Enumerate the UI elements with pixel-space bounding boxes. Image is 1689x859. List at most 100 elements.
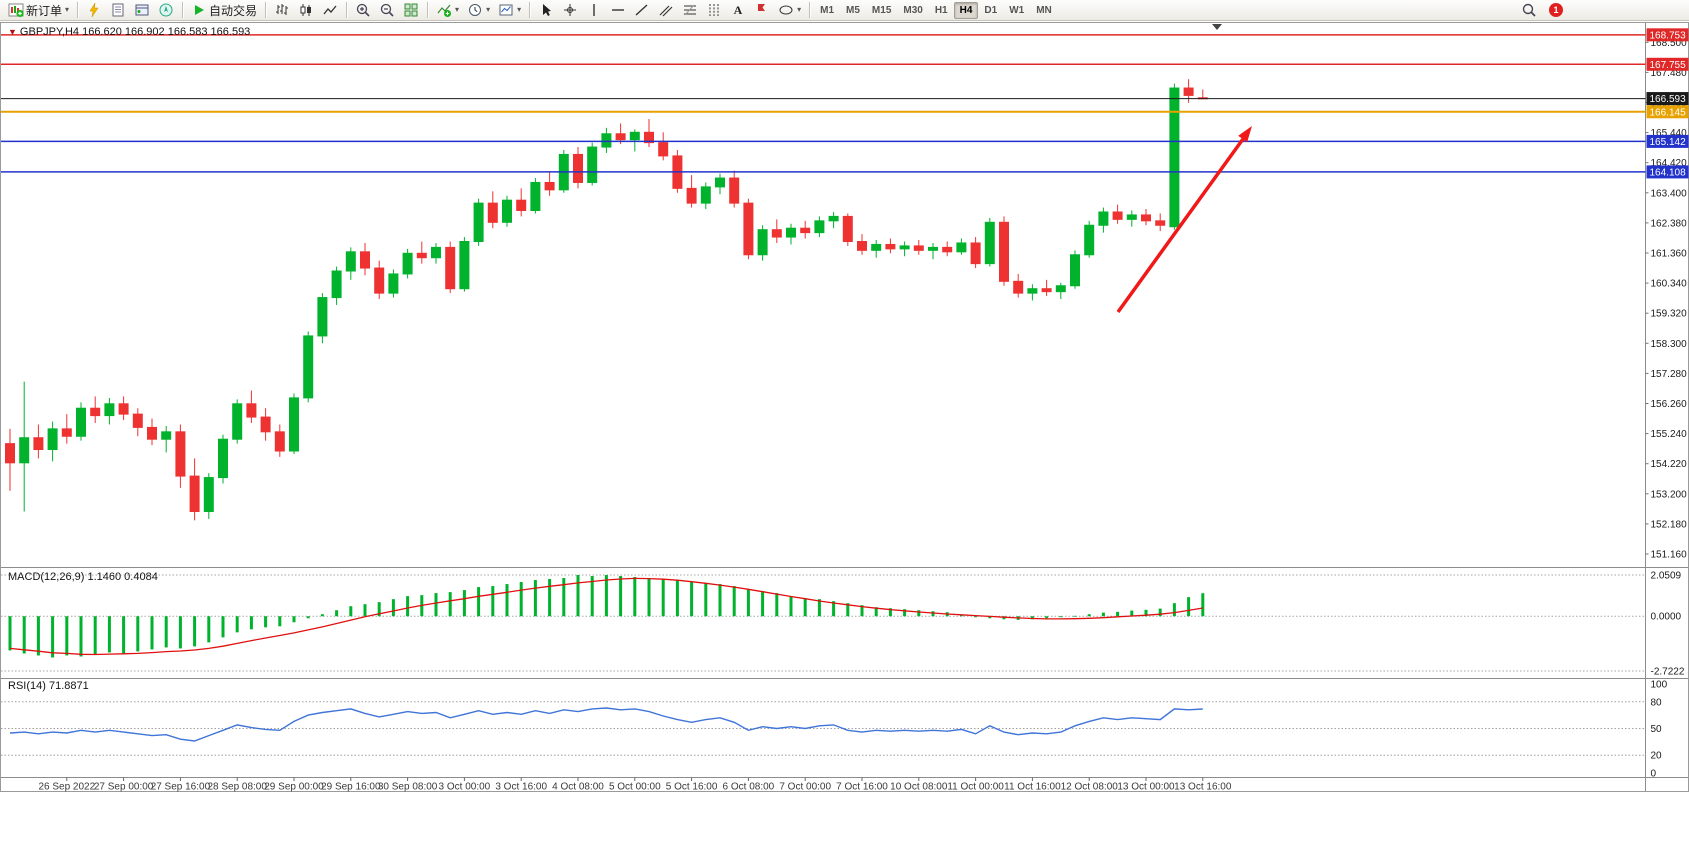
zoom-out-button[interactable] bbox=[375, 1, 399, 20]
trend-arrow[interactable] bbox=[1116, 126, 1252, 314]
tile-windows-button[interactable] bbox=[399, 1, 423, 20]
svg-text:0: 0 bbox=[1651, 769, 1657, 780]
arrow-label-button[interactable] bbox=[750, 1, 774, 20]
crosshair-icon bbox=[564, 4, 577, 16]
printer-button[interactable] bbox=[106, 1, 130, 20]
arrow-head-icon bbox=[1238, 126, 1252, 143]
lightning-button[interactable] bbox=[82, 1, 106, 20]
auto-trading-button[interactable]: 自动交易 bbox=[187, 1, 261, 20]
new-order-icon bbox=[8, 3, 24, 18]
fibonacci-button[interactable] bbox=[678, 1, 702, 20]
indicators-button[interactable]: ▾ bbox=[432, 1, 463, 20]
svg-text:7 Oct 00:00: 7 Oct 00:00 bbox=[779, 782, 831, 793]
zoom-in-button[interactable] bbox=[351, 1, 375, 20]
line-chart-mode-button[interactable] bbox=[318, 1, 342, 20]
search-icon bbox=[1522, 3, 1536, 17]
notification-icon: 1 bbox=[1549, 3, 1563, 17]
arrow-label-icon bbox=[758, 4, 766, 16]
svg-text:164.108: 164.108 bbox=[1650, 167, 1687, 178]
svg-text:26 Sep 2022: 26 Sep 2022 bbox=[38, 782, 95, 793]
timeframe-m15-button[interactable]: M15 bbox=[871, 4, 892, 16]
data-window-button[interactable] bbox=[130, 1, 154, 20]
svg-text:27 Sep 00:00: 27 Sep 00:00 bbox=[94, 782, 154, 793]
svg-text:-2.7222: -2.7222 bbox=[1651, 666, 1685, 677]
svg-text:3 Oct 16:00: 3 Oct 16:00 bbox=[495, 782, 547, 793]
fibonacci-icon bbox=[684, 4, 697, 16]
chevron-down-icon: ▾ bbox=[797, 5, 802, 14]
svg-text:152.180: 152.180 bbox=[1651, 519, 1688, 530]
tile-windows-icon bbox=[404, 3, 418, 17]
svg-text:157.280: 157.280 bbox=[1651, 369, 1688, 380]
horizontal-line-button[interactable] bbox=[606, 1, 630, 20]
toolbar-right-group: 1 bbox=[1517, 1, 1567, 20]
svg-text:160.340: 160.340 bbox=[1651, 279, 1688, 290]
trendline-button[interactable] bbox=[630, 1, 654, 20]
macd-label: MACD(12,26,9) 1.1460 0.4084 bbox=[8, 571, 158, 583]
chart-frame bbox=[0, 22, 1689, 792]
svg-text:165.142: 165.142 bbox=[1650, 137, 1687, 148]
timeframe-m1-button[interactable]: M1 bbox=[820, 4, 835, 16]
svg-text:168.753: 168.753 bbox=[1650, 30, 1687, 41]
chevron-down-icon: ▾ bbox=[65, 5, 70, 14]
svg-text:7 Oct 16:00: 7 Oct 16:00 bbox=[836, 782, 888, 793]
data-window-icon bbox=[135, 4, 149, 16]
rsi-label: RSI(14) 71.8871 bbox=[8, 680, 89, 692]
channel-button[interactable] bbox=[654, 1, 678, 20]
timeframe-m5-button[interactable]: M5 bbox=[846, 4, 860, 16]
symbol-ohlc-label: GBPJPY,H4 166.620 166.902 166.583 166.59… bbox=[19, 26, 251, 38]
notification-button[interactable]: 1 bbox=[1545, 1, 1567, 20]
zoom-in-icon bbox=[356, 3, 370, 17]
horizontal-line-icon bbox=[612, 9, 625, 11]
timeframe-m30-button[interactable]: M30 bbox=[903, 4, 923, 16]
new-order-button[interactable]: 新订单 ▾ bbox=[4, 1, 73, 20]
chevron-down-icon: ▾ bbox=[486, 5, 491, 14]
timeframe-w1-button[interactable]: W1 bbox=[1009, 4, 1025, 16]
timeframe-h1-button[interactable]: H1 bbox=[934, 4, 948, 16]
svg-text:11 Oct 00:00: 11 Oct 00:00 bbox=[947, 782, 1004, 793]
chevron-down-icon: ▾ bbox=[455, 5, 460, 14]
bar-chart-mode-button[interactable] bbox=[270, 1, 294, 20]
candlestick-mode-button[interactable] bbox=[294, 1, 318, 20]
svg-text:163.400: 163.400 bbox=[1651, 188, 1688, 199]
indicator-level-lines bbox=[1, 574, 1646, 756]
chevron-down-icon: ▾ bbox=[517, 5, 522, 14]
periods-button[interactable]: ▾ bbox=[463, 1, 494, 20]
crosshair-button[interactable] bbox=[558, 1, 582, 20]
chart-shift-marker bbox=[1212, 24, 1222, 30]
svg-text:29 Sep 00:00: 29 Sep 00:00 bbox=[264, 782, 324, 793]
svg-text:100: 100 bbox=[1651, 680, 1668, 691]
svg-text:2.0509: 2.0509 bbox=[1651, 571, 1682, 582]
svg-text:13 Oct 00:00: 13 Oct 00:00 bbox=[1117, 782, 1175, 793]
shapes-button[interactable]: ▾ bbox=[774, 1, 805, 20]
chart-title-bar: ▼ GBPJPY,H4 166.620 166.902 166.583 166.5… bbox=[8, 26, 250, 38]
svg-text:167.755: 167.755 bbox=[1650, 60, 1687, 71]
svg-text:29 Sep 16:00: 29 Sep 16:00 bbox=[321, 782, 381, 793]
timeframe-d1-button[interactable]: D1 bbox=[984, 4, 998, 16]
svg-text:4 Oct 08:00: 4 Oct 08:00 bbox=[552, 782, 604, 793]
svg-text:164.420: 164.420 bbox=[1651, 158, 1688, 169]
cycle-lines-button[interactable] bbox=[702, 1, 726, 20]
svg-text:13 Oct 16:00: 13 Oct 16:00 bbox=[1174, 782, 1232, 793]
text-button[interactable]: A bbox=[726, 1, 750, 20]
navigator-button[interactable] bbox=[154, 1, 178, 20]
price-lines[interactable]: 168.753 167.755 166.145 165.142 164.108 166.5… bbox=[1, 28, 1689, 179]
macd-signal-line bbox=[9, 577, 1203, 656]
svg-text:10 Oct 08:00: 10 Oct 08:00 bbox=[890, 782, 948, 793]
svg-text:156.260: 156.260 bbox=[1651, 399, 1688, 410]
svg-text:12 Oct 08:00: 12 Oct 08:00 bbox=[1061, 782, 1119, 793]
timeframe-mn-button[interactable]: MN bbox=[1036, 4, 1052, 16]
timeframe-h4-button[interactable]: H4 bbox=[953, 1, 979, 19]
toolbar: 新订单 ▾ 自动交易 ▾ ▾ ▾ A ▾ M1 M5 M15 M30 H1 H4 D1 W1 MN 1 bbox=[0, 0, 1689, 21]
search-button[interactable] bbox=[1517, 1, 1541, 20]
navigator-icon bbox=[159, 3, 173, 17]
templates-icon bbox=[499, 4, 513, 16]
trendline-icon bbox=[635, 4, 648, 16]
svg-text:3 Oct 00:00: 3 Oct 00:00 bbox=[439, 782, 491, 793]
svg-text:168.500: 168.500 bbox=[1651, 38, 1688, 49]
vertical-line-button[interactable] bbox=[582, 1, 606, 20]
templates-button[interactable]: ▾ bbox=[494, 1, 525, 20]
cursor-button[interactable] bbox=[534, 1, 558, 20]
